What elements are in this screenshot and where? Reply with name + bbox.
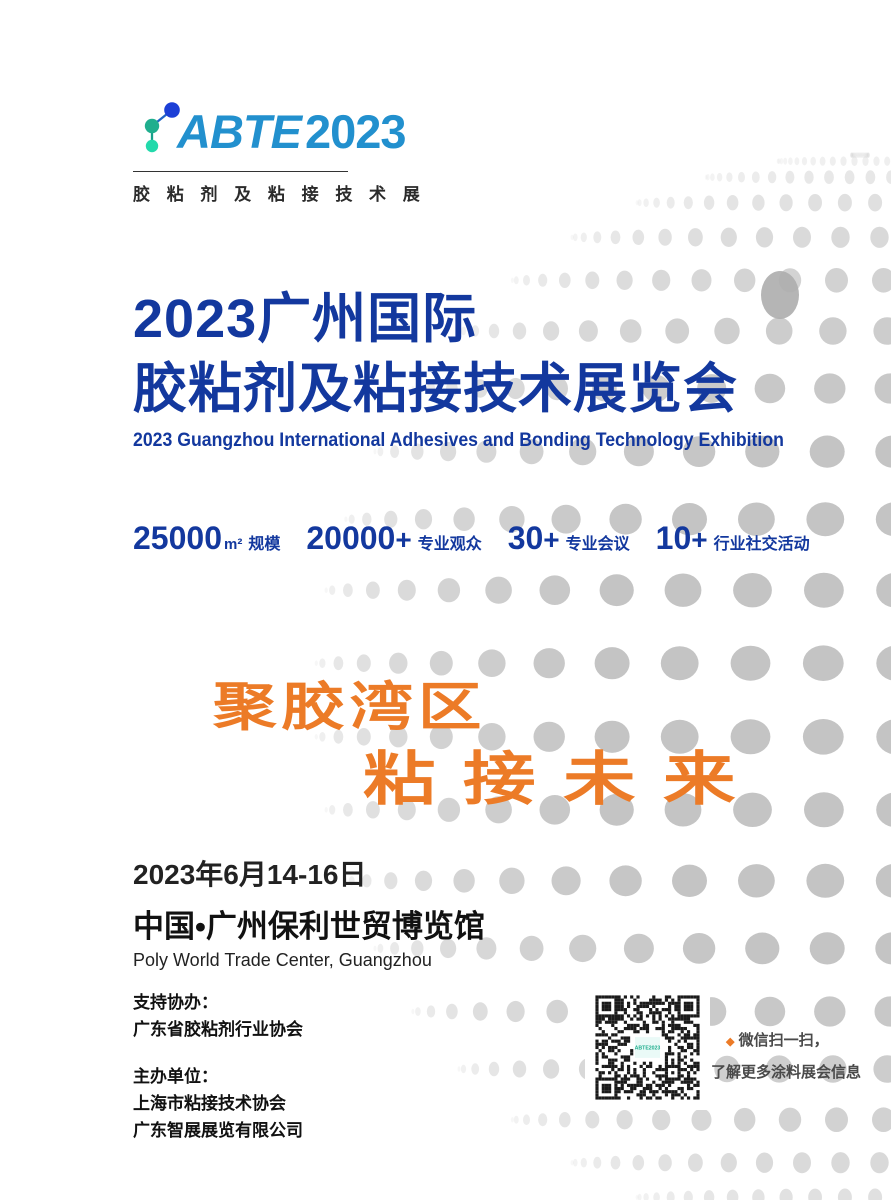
svg-text:ABTE2023: ABTE2023 [635,1046,661,1052]
svg-text:ABTE: ABTE [176,105,304,158]
svg-text:2023: 2023 [305,105,406,158]
